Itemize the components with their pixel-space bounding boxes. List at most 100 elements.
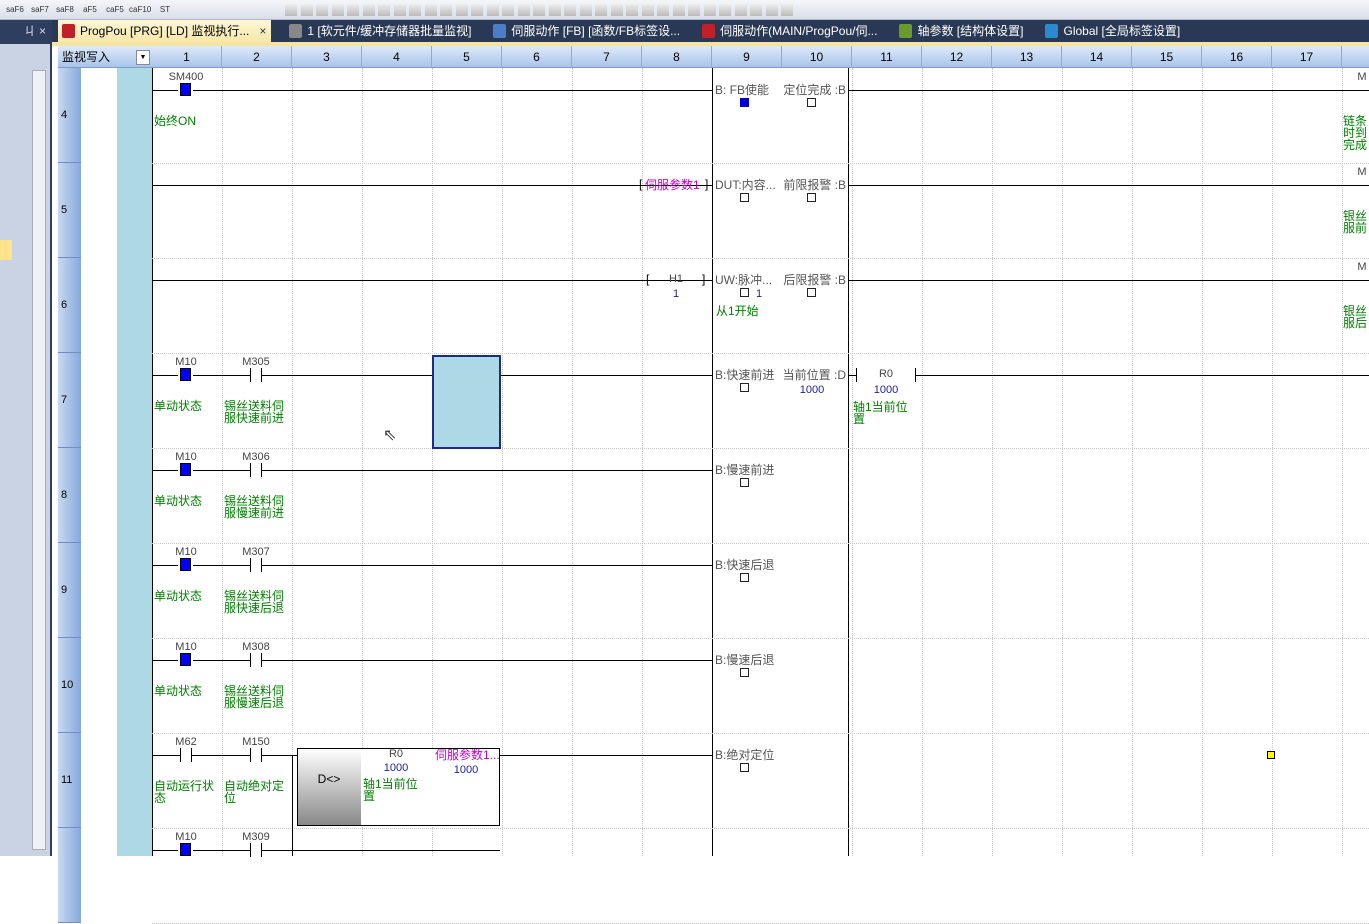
toolbar-icon[interactable] — [455, 4, 468, 16]
toolbar-button[interactable]: caF5 — [106, 5, 124, 14]
toolbar-icon[interactable] — [688, 4, 700, 16]
normally-open-contact[interactable] — [250, 558, 262, 572]
toolbar-button[interactable]: saF8 — [56, 5, 74, 14]
contact-on-indicator[interactable] — [178, 81, 193, 98]
toolbar-icon[interactable] — [781, 4, 793, 16]
contact-on-indicator[interactable] — [178, 841, 193, 858]
toolbar-icon[interactable] — [378, 4, 390, 16]
mode-select[interactable]: 监视写入 — [62, 50, 111, 64]
normally-open-contact[interactable] — [250, 368, 262, 382]
pin-state-indicator — [807, 98, 816, 107]
toolbar-button[interactable]: ST — [159, 5, 171, 14]
rung-wire — [152, 280, 712, 281]
right-comment: 链条 时到 完成 — [1343, 115, 1368, 151]
tab-3[interactable]: 伺服动作(MAIN/ProgPou/伺... — [698, 20, 881, 42]
toolbar-icon[interactable] — [595, 4, 607, 16]
row-number: 6 — [58, 258, 81, 353]
toolbar-icon[interactable] — [285, 4, 297, 16]
grid-line — [502, 68, 503, 856]
toolbar-button[interactable]: saF6 — [6, 5, 24, 14]
grid-line — [152, 638, 1369, 639]
tab-4[interactable]: 轴参数 [结构体设置] — [895, 20, 1027, 42]
ladder-icon — [62, 24, 75, 38]
pin-icon[interactable]: ㄐ — [23, 24, 36, 38]
rung-wire — [152, 755, 297, 756]
compare-s1: R0 — [388, 748, 404, 760]
pin-state-indicator — [807, 193, 816, 202]
cell-cursor[interactable] — [432, 355, 501, 449]
toolbar-icon[interactable] — [486, 4, 499, 16]
normally-open-contact[interactable] — [250, 748, 262, 762]
toolbar-icon[interactable] — [331, 4, 344, 16]
toolbar-icon[interactable] — [719, 4, 731, 16]
device-label: M305 — [242, 356, 270, 368]
toolbar-icon[interactable] — [362, 4, 375, 16]
tab-5[interactable]: Global [全局标签设置] — [1041, 20, 1184, 42]
contact-on-indicator[interactable] — [178, 461, 193, 478]
tab-1[interactable]: 1 [软元件/缓冲存储器批量监视] — [285, 20, 475, 42]
toolbar-button[interactable]: aF5 — [83, 5, 97, 14]
pin-state-indicator — [740, 98, 749, 107]
toolbar-icon[interactable] — [610, 4, 623, 16]
right-comment: 银丝 服后 — [1343, 305, 1368, 329]
tab-0[interactable]: ProgPou [PRG] [LD] 监视执行... × — [58, 20, 272, 42]
normally-open-contact[interactable] — [250, 843, 262, 857]
toolbar-button[interactable]: caF10 — [129, 5, 152, 14]
chevron-down-icon[interactable]: ▼ — [136, 50, 150, 65]
compare-operator: D<> — [317, 772, 341, 786]
compare-s1-value: 1000 — [383, 762, 409, 774]
toolbar-button[interactable]: saF7 — [31, 5, 49, 14]
device-label: M62 — [175, 736, 197, 748]
rung-wire — [152, 660, 712, 661]
toolbar-icon[interactable] — [579, 4, 592, 16]
normally-open-contact[interactable] — [250, 463, 262, 477]
toolbar-icon[interactable] — [440, 4, 452, 16]
normally-open-contact[interactable] — [250, 653, 262, 667]
toolbar-icon[interactable] — [750, 4, 762, 16]
grid-line — [642, 68, 643, 856]
toolbar-icon[interactable] — [765, 4, 778, 16]
toolbar-icon[interactable] — [703, 4, 716, 16]
toolbar-icon[interactable] — [548, 4, 561, 16]
contact-on-indicator[interactable] — [178, 366, 193, 383]
close-icon[interactable]: × — [259, 24, 267, 38]
toolbar-icon[interactable] — [347, 4, 359, 16]
grid-line — [1132, 68, 1133, 856]
tab-2[interactable]: 伺服动作 [FB] [函数/FB标签设... — [489, 20, 684, 42]
toolbar-icon[interactable] — [533, 4, 545, 16]
toolbar-icon[interactable] — [626, 4, 638, 16]
toolbar-icon[interactable] — [393, 4, 406, 16]
toolbar-icon[interactable] — [424, 4, 437, 16]
grid-line — [432, 68, 433, 856]
device-label: M10 — [175, 451, 197, 463]
toolbar-icon[interactable] — [734, 4, 747, 16]
close-icon[interactable]: × — [38, 24, 46, 38]
rung-wire — [152, 90, 712, 91]
toolbar-icon[interactable] — [471, 4, 483, 16]
panel-scrollbar[interactable] — [32, 70, 46, 850]
fb-input-pin: UW:脉冲... — [715, 273, 773, 287]
rung-wire — [848, 185, 1369, 186]
device-label: M308 — [242, 641, 270, 653]
column-header-8: 8 — [642, 46, 712, 68]
toolbar-icon[interactable] — [409, 4, 421, 16]
globe-icon — [1045, 24, 1059, 38]
toolbar-icon[interactable] — [316, 4, 328, 16]
bracket: ] — [705, 177, 709, 191]
toolbar-icon[interactable] — [300, 4, 313, 16]
input-device: H1 — [668, 273, 684, 285]
right-device: M — [1357, 261, 1367, 273]
rung-wire — [848, 280, 1369, 281]
toolbar-icon[interactable] — [502, 4, 514, 16]
toolbar-icon[interactable] — [672, 4, 685, 16]
normally-open-contact[interactable] — [180, 748, 192, 762]
device-comment: 单动状态 — [154, 684, 203, 698]
contact-on-indicator[interactable] — [178, 651, 193, 668]
branch-wire — [292, 755, 293, 856]
contact-on-indicator[interactable] — [178, 556, 193, 573]
toolbar-icon[interactable] — [564, 4, 576, 16]
column-header-14: 14 — [1062, 46, 1132, 68]
toolbar-icon[interactable] — [517, 4, 530, 16]
toolbar-icon[interactable] — [641, 4, 654, 16]
toolbar-icon[interactable] — [657, 4, 669, 16]
